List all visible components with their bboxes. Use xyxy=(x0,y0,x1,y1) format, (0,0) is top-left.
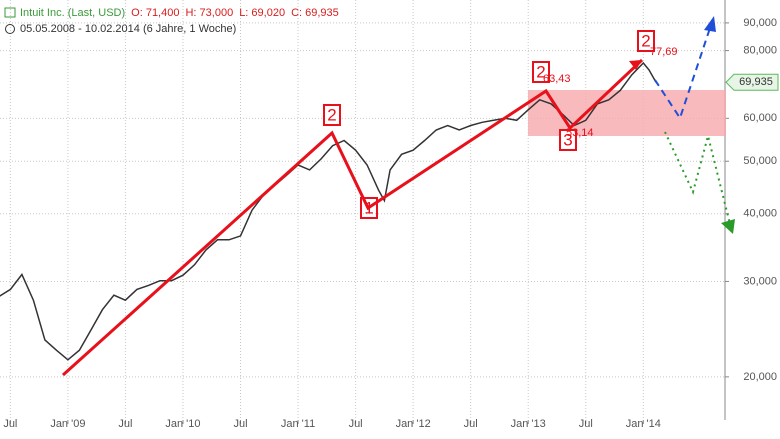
wave-label: 2 xyxy=(641,31,650,50)
price-label: 53,14 xyxy=(566,127,594,139)
x-tick-label: Jan '09 xyxy=(50,418,85,430)
x-tick-label: Jan '14 xyxy=(626,418,661,430)
wave-label: 2 xyxy=(327,105,336,124)
zone-box xyxy=(528,90,726,136)
clock-icon xyxy=(5,24,15,34)
plot-area: 20,000 30,000 40,000 50,000 60,000 80,000 90,0… xyxy=(0,0,777,430)
x-tick-label: Jan '12 xyxy=(396,418,431,430)
wave-line xyxy=(61,58,644,377)
quote-value: O: 71,400 xyxy=(131,7,179,19)
wave-box xyxy=(532,61,550,83)
y-tick-label: 20,000 xyxy=(743,371,777,383)
subtitle: 05.05.2008 - 10.02.2014 (6 Jahre, 1 Woch… xyxy=(20,23,236,35)
y-tick-label: 90,000 xyxy=(743,17,777,29)
y-tick-label: 60,000 xyxy=(743,112,777,124)
wave-label: 1 xyxy=(364,198,373,217)
quote-value: H: 73,000 xyxy=(185,7,233,19)
wave-box xyxy=(559,129,577,151)
ticker-icon xyxy=(4,7,16,18)
x-tick-label: Jul xyxy=(464,418,478,430)
price-label: 63,43 xyxy=(543,73,571,85)
chart-title: Intuit Inc. (Last, USD) xyxy=(20,7,125,19)
projection-green-arrow xyxy=(721,219,735,234)
y-tick-label: 50,000 xyxy=(743,155,777,167)
x-tick-label: Jul xyxy=(579,418,593,430)
wave-box xyxy=(637,30,655,52)
y-tick-label: 30,000 xyxy=(743,275,777,287)
y-tick-label: 40,000 xyxy=(743,208,777,220)
wave-box xyxy=(323,104,341,126)
x-tick-label: Jul xyxy=(233,418,247,430)
wave-label: 3 xyxy=(563,130,572,149)
wave-arrow xyxy=(629,60,642,70)
last-price-label: 69,935 xyxy=(739,76,773,88)
x-tick-label: Jul xyxy=(349,418,363,430)
projection-blue-arrow xyxy=(704,16,716,32)
x-tick-label: Jan '11 xyxy=(281,418,315,430)
x-tick-label: Jan '13 xyxy=(511,418,546,430)
wave-label: 2 xyxy=(536,62,545,81)
projection-blue xyxy=(654,21,713,121)
x-tick-label: Jul xyxy=(118,418,132,430)
last-price-tag xyxy=(725,73,779,91)
x-tick-label: Jan '10 xyxy=(165,418,200,430)
quote-value: L: 69,020 xyxy=(239,7,285,19)
price-label: 77,69 xyxy=(650,46,678,58)
x-tick-label: Jul xyxy=(3,418,17,430)
y-tick-label: 80,000 xyxy=(743,45,777,57)
wave-box xyxy=(360,197,378,219)
quote-value: C: 69,935 xyxy=(291,7,339,19)
